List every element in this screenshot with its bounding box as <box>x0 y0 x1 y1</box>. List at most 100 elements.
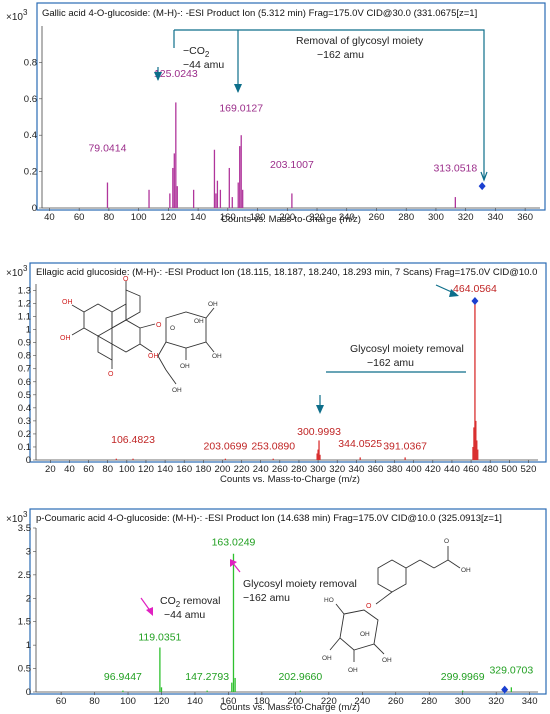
svg-text:OH: OH <box>322 655 332 662</box>
peak-label: 147.2793 <box>185 671 229 683</box>
x-tick-label: 280 <box>291 464 307 475</box>
svg-text:OH: OH <box>62 299 73 306</box>
plot-area: 60 80 100 120 140 160 180 200 220 240 260 280 300 320… <box>18 523 538 707</box>
y-tick-label: 1 <box>26 640 31 651</box>
chart-title: Ellagic acid glucoside: (M-H)-: -ESI Pro… <box>36 267 537 278</box>
annotation-162amu: −162 amu <box>317 49 364 61</box>
peak-label: 313.0518 <box>433 163 477 175</box>
ellagic-acid-glucoside-structure: O O O OH OH OH OH OH OH OH OH O <box>60 276 222 394</box>
svg-text:OH: OH <box>382 657 392 664</box>
panel-gallic-acid-glucoside: ×103 Gallic acid 4-O-glucoside: (M-H)-: … <box>6 2 546 225</box>
y-tick-label: 0 <box>32 203 37 214</box>
svg-text:HO: HO <box>324 597 334 604</box>
x-tick-label: 40 <box>64 464 75 475</box>
x-tick-label: 60 <box>74 212 85 223</box>
svg-text:OH: OH <box>360 631 370 638</box>
x-tick-label: 140 <box>157 464 173 475</box>
panel-frame <box>29 508 547 695</box>
x-tick-label: 320 <box>488 696 504 707</box>
x-tick-label: 240 <box>339 212 355 223</box>
svg-text:OH: OH <box>461 567 471 574</box>
annotation-co2: CO2 removal <box>160 595 220 609</box>
svg-text:OH: OH <box>194 318 204 325</box>
x-tick-label: 400 <box>406 464 422 475</box>
x-tick-label: 120 <box>138 464 154 475</box>
plot-area: 40 60 80 100 120 140 160 180 200 220 240 260 280 300 3… <box>24 26 540 223</box>
x-tick-label: 140 <box>190 212 206 223</box>
x-tick-label: 320 <box>329 464 345 475</box>
x-tick-label: 100 <box>131 212 147 223</box>
x-tick-label: 260 <box>369 212 385 223</box>
y-tick-label: 0.1 <box>18 442 31 453</box>
panel-p-coumaric-acid-glucoside: ×103 p-Coumaric acid 4-O-glucoside: (M-H… <box>6 508 547 713</box>
y-tick-label: 0.4 <box>18 403 31 414</box>
precursor-marker <box>501 685 509 694</box>
x-tick-label: 360 <box>368 464 384 475</box>
x-tick-label: 380 <box>387 464 403 475</box>
x-tick-label: 240 <box>354 696 370 707</box>
precursor-marker <box>471 296 479 305</box>
x-tick-label: 100 <box>120 696 136 707</box>
peak-label: 299.9969 <box>441 671 485 683</box>
svg-text:OH: OH <box>208 301 218 308</box>
x-tick-label: 340 <box>348 464 364 475</box>
arrow-head-125 <box>154 72 162 81</box>
y-tick-label: 1 <box>26 325 31 336</box>
x-tick-label: 80 <box>102 464 113 475</box>
x-tick-label: 240 <box>253 464 269 475</box>
svg-text:OH: OH <box>148 353 159 360</box>
svg-text:OH: OH <box>180 363 190 370</box>
svg-text:O: O <box>123 276 129 283</box>
x-tick-label: 320 <box>458 212 474 223</box>
svg-text:O: O <box>170 325 175 332</box>
annotation-44amu: −44 amu <box>164 609 205 621</box>
x-tick-label: 180 <box>250 212 266 223</box>
x-tick-label: 420 <box>425 464 441 475</box>
x-tick-label: 520 <box>521 464 537 475</box>
x-tick-label: 260 <box>388 696 404 707</box>
arrow-head-163 <box>230 559 237 567</box>
plot-area: 20 40 60 80 100 120 140 160 180 200 220 240 260 280 30… <box>18 283 538 475</box>
y-tick-label: 0.4 <box>24 130 37 141</box>
peak-label: 106.4823 <box>111 434 155 446</box>
y-tick-label: 0.9 <box>18 338 31 349</box>
panel-frame <box>29 262 547 463</box>
y-tick-label: 3.5 <box>18 523 31 534</box>
annotation-44amu: −44 amu <box>183 59 224 71</box>
x-axis-label: Counts vs. Mass-to-Charge (m/z) <box>220 474 360 485</box>
peak-label: 391.0367 <box>383 441 427 453</box>
x-tick-label: 120 <box>160 212 176 223</box>
x-tick-label: 340 <box>487 212 503 223</box>
x-tick-label: 80 <box>89 696 100 707</box>
x-tick-label: 180 <box>195 464 211 475</box>
peak-label: 203.1007 <box>270 159 314 171</box>
x-tick-label: 480 <box>482 464 498 475</box>
y-tick-label: 0.3 <box>18 416 31 427</box>
y-tick-label: 0 <box>26 687 31 698</box>
glycosyl-bracket <box>174 29 485 180</box>
x-tick-label: 100 <box>119 464 135 475</box>
peak-label: 79.0414 <box>88 143 126 155</box>
x-tick-label: 200 <box>287 696 303 707</box>
arrow-head-464 <box>449 289 459 297</box>
x-tick-label: 80 <box>104 212 115 223</box>
y-tick-label: 0.2 <box>18 429 31 440</box>
peak-label: 464.0564 <box>453 283 497 295</box>
peak-label: 169.0127 <box>219 103 263 115</box>
x-tick-label: 360 <box>517 212 533 223</box>
x-axis-label: Counts vs. Mass-to-Charge (m/z) <box>221 214 361 225</box>
y-scale-label: ×103 <box>6 264 28 279</box>
annotation-162amu: −162 amu <box>243 592 290 604</box>
x-tick-label: 460 <box>463 464 479 475</box>
x-tick-label: 220 <box>321 696 337 707</box>
annotation-162amu: −162 amu <box>367 357 414 369</box>
arrow-head-169 <box>234 84 242 93</box>
y-tick-label: 1.5 <box>18 617 31 628</box>
x-tick-label: 60 <box>56 696 67 707</box>
panel-frame <box>36 2 546 211</box>
p-coumaric-acid-glucoside-structure: O OH O OH OH OH HO OH <box>322 538 471 674</box>
x-tick-label: 220 <box>309 212 325 223</box>
arrow-head-301 <box>316 405 324 414</box>
x-tick-label: 440 <box>444 464 460 475</box>
